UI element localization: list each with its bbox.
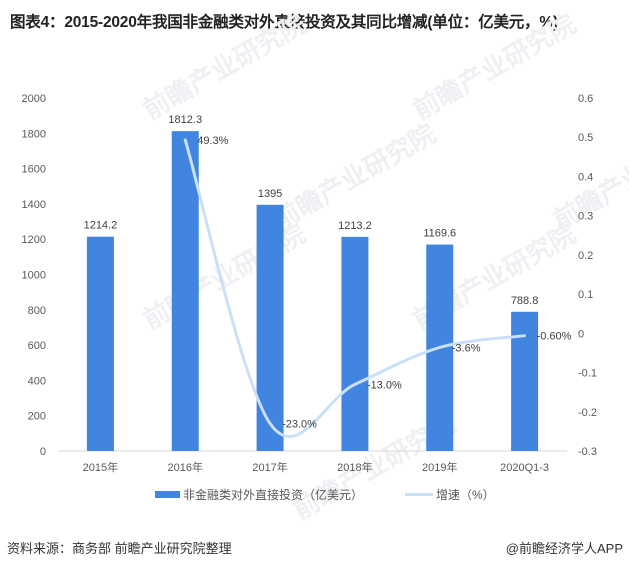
growth-value-label: -3.6% — [452, 342, 481, 354]
left-tick-label: 600 — [28, 340, 46, 352]
growth-value-label: -13.0% — [367, 379, 402, 391]
watermark-text: 前瞻产业研究院 — [408, 8, 581, 126]
legend-line-swatch — [405, 493, 434, 496]
x-tick-label: 2020Q1-3 — [500, 462, 549, 474]
chart-title: 图表4：2015-2020年我国非金融类对外直接投资及其同比增减(单位：亿美元，… — [10, 14, 558, 31]
bar-data-labels: 1214.2 1812.3 1395 1213.2 1169.6 788.8 — [84, 114, 539, 307]
left-tick-label: 1400 — [22, 199, 46, 211]
left-tick-label: 400 — [28, 375, 46, 387]
right-tick-label: -0.1 — [578, 368, 597, 380]
right-tick-label: -0.3 — [578, 446, 597, 458]
legend-bar-label: 非金融类对外直接投资（亿美元） — [183, 488, 364, 502]
right-tick-label: 0.6 — [578, 93, 593, 105]
right-tick-label: 0.3 — [578, 211, 593, 223]
bar — [86, 236, 114, 451]
left-tick-label: 1000 — [22, 270, 46, 282]
bar-value-label: 788.8 — [511, 295, 539, 307]
bar-value-label: 1214.2 — [84, 220, 118, 232]
left-tick-label: 0 — [40, 446, 46, 458]
right-tick-label: -0.2 — [578, 407, 597, 419]
bar — [256, 204, 284, 451]
left-tick-label: 1600 — [22, 164, 46, 176]
bar-value-label: 1213.2 — [338, 220, 372, 232]
bar — [171, 131, 199, 452]
bar — [341, 236, 369, 451]
right-tick-label: 0.4 — [578, 171, 593, 183]
source-note: 资料来源：商务部 前瞻产业研究院整理 — [7, 541, 232, 556]
x-axis-labels: 2015年 2016年 2017年 2018年 2019年 2020Q1-3 — [83, 460, 549, 474]
growth-value-label: 49.3% — [197, 135, 228, 147]
watermark-text: 前瞻产业研究院 — [138, 218, 311, 336]
line-data-labels: 49.3% -23.0% -13.0% -3.6% -0.60% — [197, 135, 571, 431]
x-tick-label: 2019年 — [422, 460, 457, 474]
watermark-text: 前瞻产业研究院 — [138, 8, 311, 126]
right-axis: -0.3 -0.2 -0.1 0 0.1 0.2 0.3 0.4 0.5 0.6 — [578, 93, 597, 458]
x-tick-label: 2015年 — [83, 460, 118, 474]
left-tick-label: 1200 — [22, 234, 46, 246]
left-axis: 0 200 400 600 800 1000 1200 1400 1600 1800 2000 — [22, 93, 46, 458]
bar — [511, 311, 539, 451]
watermark-text: 前瞻产业研究院 — [268, 118, 441, 236]
left-tick-label: 1800 — [22, 128, 46, 140]
right-tick-label: 0 — [578, 328, 584, 340]
x-tick-label: 2016年 — [168, 460, 203, 474]
bar-series — [86, 131, 539, 452]
legend: 非金融类对外直接投资（亿美元） 增速（%） — [155, 486, 495, 503]
left-tick-label: 2000 — [22, 93, 46, 105]
right-tick-label: 0.5 — [578, 132, 593, 144]
right-tick-label: 0.2 — [578, 250, 593, 262]
legend-line-label: 增速（%） — [436, 488, 495, 502]
x-tick-label: 2018年 — [337, 460, 372, 474]
credit-note: @前瞻经济学人APP — [505, 541, 623, 556]
x-tick-label: 2017年 — [252, 460, 287, 474]
left-tick-label: 200 — [28, 411, 46, 423]
growth-line — [183, 138, 527, 438]
bar-value-label: 1395 — [258, 188, 282, 200]
bar-value-label: 1812.3 — [168, 114, 202, 126]
right-tick-label: 0.1 — [578, 289, 593, 301]
left-tick-label: 800 — [28, 305, 46, 317]
legend-bar-swatch — [155, 491, 180, 498]
growth-value-label: -0.60% — [537, 331, 572, 343]
bar-value-label: 1169.6 — [423, 228, 456, 240]
growth-value-label: -23.0% — [282, 419, 317, 431]
